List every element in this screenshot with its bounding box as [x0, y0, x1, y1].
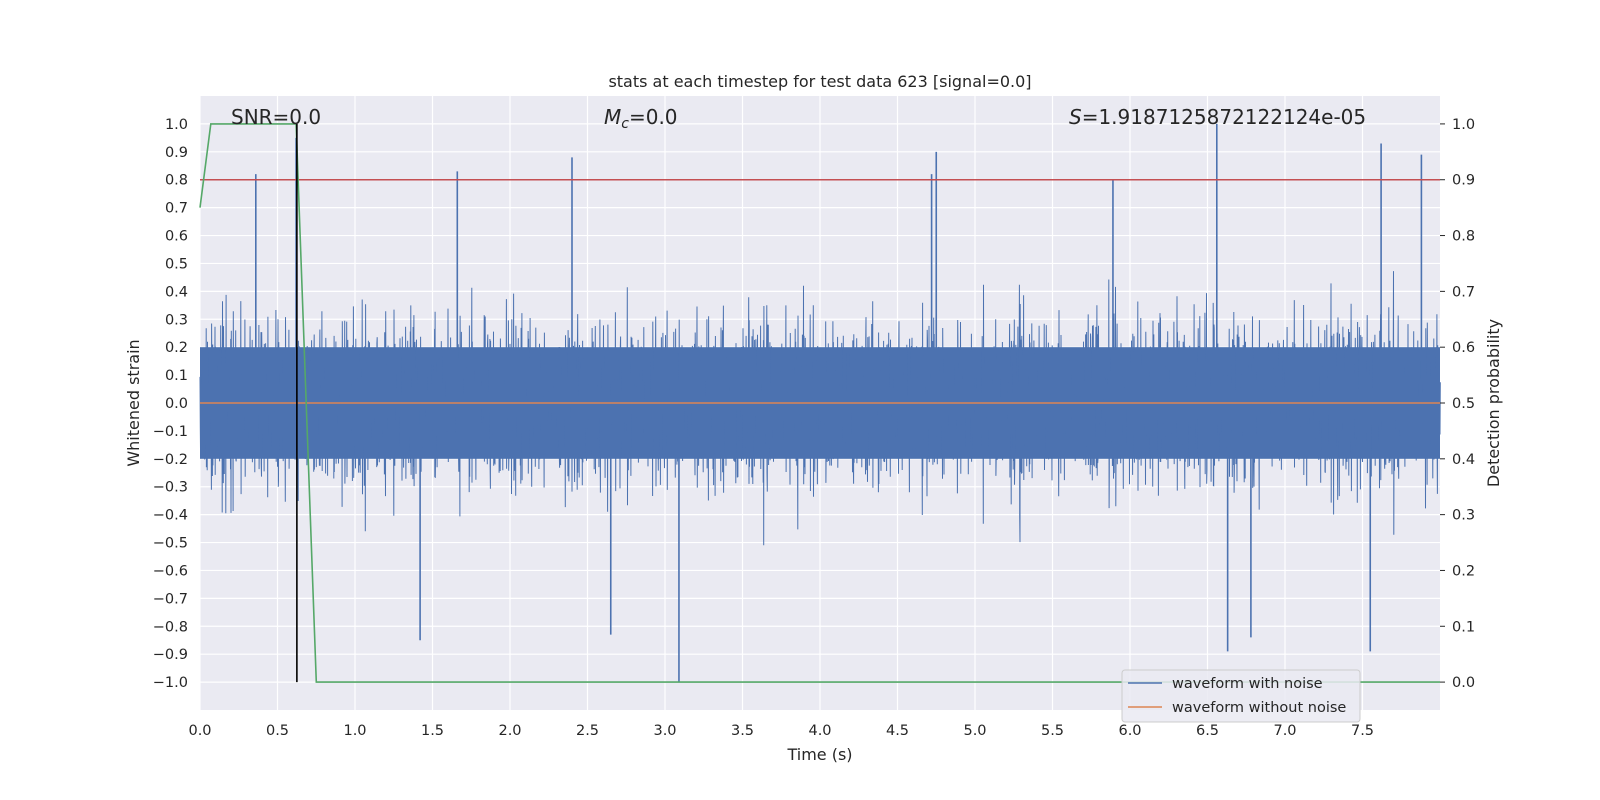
- y-left-tick-label: 0.2: [165, 340, 188, 356]
- chirp-mass-annotation: Mc=0.0: [604, 105, 678, 132]
- y-right-tick-label: 0.3: [1452, 508, 1475, 524]
- y-left-tick-label: −0.8: [153, 619, 188, 635]
- y-right-tick-label: 0.7: [1452, 284, 1475, 300]
- y-right-tick-label: 0.2: [1452, 563, 1475, 579]
- legend: waveform with noise waveform without noi…: [1121, 669, 1361, 723]
- x-tick-label: 5.0: [963, 723, 986, 739]
- x-tick-label: 7.5: [1351, 723, 1374, 739]
- y-right-tick-label: 0.0: [1452, 675, 1475, 691]
- y-right-tick-label: 1.0: [1452, 117, 1475, 133]
- x-tick-label: 4.0: [808, 723, 831, 739]
- y-left-tick-label: −0.5: [153, 536, 188, 552]
- y-left-tick-label: −0.2: [153, 452, 188, 468]
- overlay-lines: [199, 123, 1440, 683]
- detection-probability-line: [199, 123, 1440, 683]
- chart-title: stats at each timestep for test data 623…: [608, 72, 1031, 91]
- chirp-mass-value: =0.0: [629, 105, 678, 129]
- y-left-tick-label: −0.4: [153, 508, 188, 524]
- y-right-tick-label: 0.4: [1452, 452, 1475, 468]
- y-right-tick-label: 0.8: [1452, 229, 1475, 245]
- y-axis-left-ticks: 1.0 0.9 0.8 0.7 0.6 0.5 0.4 0.3 0.2 0.1 0.0 −0.1 −0.…: [153, 117, 188, 691]
- y-left-tick-label: 0.1: [165, 368, 188, 384]
- x-tick-label: 5.5: [1041, 723, 1064, 739]
- x-axis-label: Time (s): [786, 745, 852, 764]
- y-left-tick-label: 0.4: [165, 284, 188, 300]
- x-tick-label: 4.5: [886, 723, 909, 739]
- x-tick-label: 6.5: [1196, 723, 1219, 739]
- chirp-mass-symbol: M: [604, 105, 621, 129]
- x-tick-label: 0.0: [188, 723, 211, 739]
- chirp-mass-subscript: c: [621, 116, 629, 132]
- x-axis-ticks: 0.0 0.5 1.0 1.5 2.0 2.5 3.0 3.5 4.0 4.5 5.0 5.5 6.0 6…: [188, 723, 1374, 739]
- x-tick-label: 1.5: [421, 723, 444, 739]
- y-left-tick-label: 0.0: [165, 396, 188, 412]
- x-tick-label: 3.5: [731, 723, 754, 739]
- x-tick-label: 3.0: [653, 723, 676, 739]
- y-right-tick-label: 0.9: [1452, 173, 1475, 189]
- y-left-tick-label: 0.6: [165, 229, 188, 245]
- legend-label-noise: waveform with noise: [1172, 676, 1323, 692]
- y-left-tick-label: 0.7: [165, 201, 188, 217]
- snr-annotation: SNR=0.0: [231, 105, 321, 129]
- y-right-tick-label: 0.6: [1452, 340, 1475, 356]
- x-tick-label: 7.0: [1273, 723, 1296, 739]
- legend-box: [1121, 669, 1361, 723]
- y-left-tick-label: 0.8: [165, 173, 188, 189]
- s-value: =1.9187125872122124e-05: [1082, 105, 1366, 129]
- y-left-tick-label: 1.0: [165, 117, 188, 133]
- y-left-tick-label: 0.9: [165, 145, 188, 161]
- y-axis-right-ticks: 1.0 0.9 0.8 0.7 0.6 0.5 0.4 0.3 0.2 0.1 0.0: [1440, 117, 1475, 691]
- noise-waveform-line: [199, 271, 1441, 546]
- s-statistic-annotation: S=1.9187125872122124e-05: [1069, 105, 1366, 129]
- y-left-tick-label: 0.3: [165, 312, 188, 328]
- y-left-tick-label: −1.0: [153, 675, 188, 691]
- y-left-tick-label: −0.1: [153, 424, 188, 440]
- y-right-tick-label: 0.5: [1452, 396, 1475, 412]
- y-left-tick-label: −0.3: [153, 480, 188, 496]
- y-left-tick-label: −0.6: [153, 563, 188, 579]
- s-symbol: S: [1069, 105, 1082, 129]
- y-left-tick-label: 0.5: [165, 256, 188, 272]
- y-left-tick-label: −0.7: [153, 591, 188, 607]
- x-tick-label: 0.5: [266, 723, 289, 739]
- y-axis-left-label: Whitened strain: [124, 339, 143, 466]
- y-left-tick-label: −0.9: [153, 647, 188, 663]
- x-tick-label: 6.0: [1118, 723, 1141, 739]
- x-tick-label: 1.0: [343, 723, 366, 739]
- legend-label-clean: waveform without noise: [1172, 700, 1346, 716]
- x-tick-label: 2.5: [576, 723, 599, 739]
- x-tick-label: 2.0: [498, 723, 521, 739]
- y-right-tick-label: 0.1: [1452, 619, 1475, 635]
- y-axis-right-label: Detection probability: [1484, 319, 1503, 487]
